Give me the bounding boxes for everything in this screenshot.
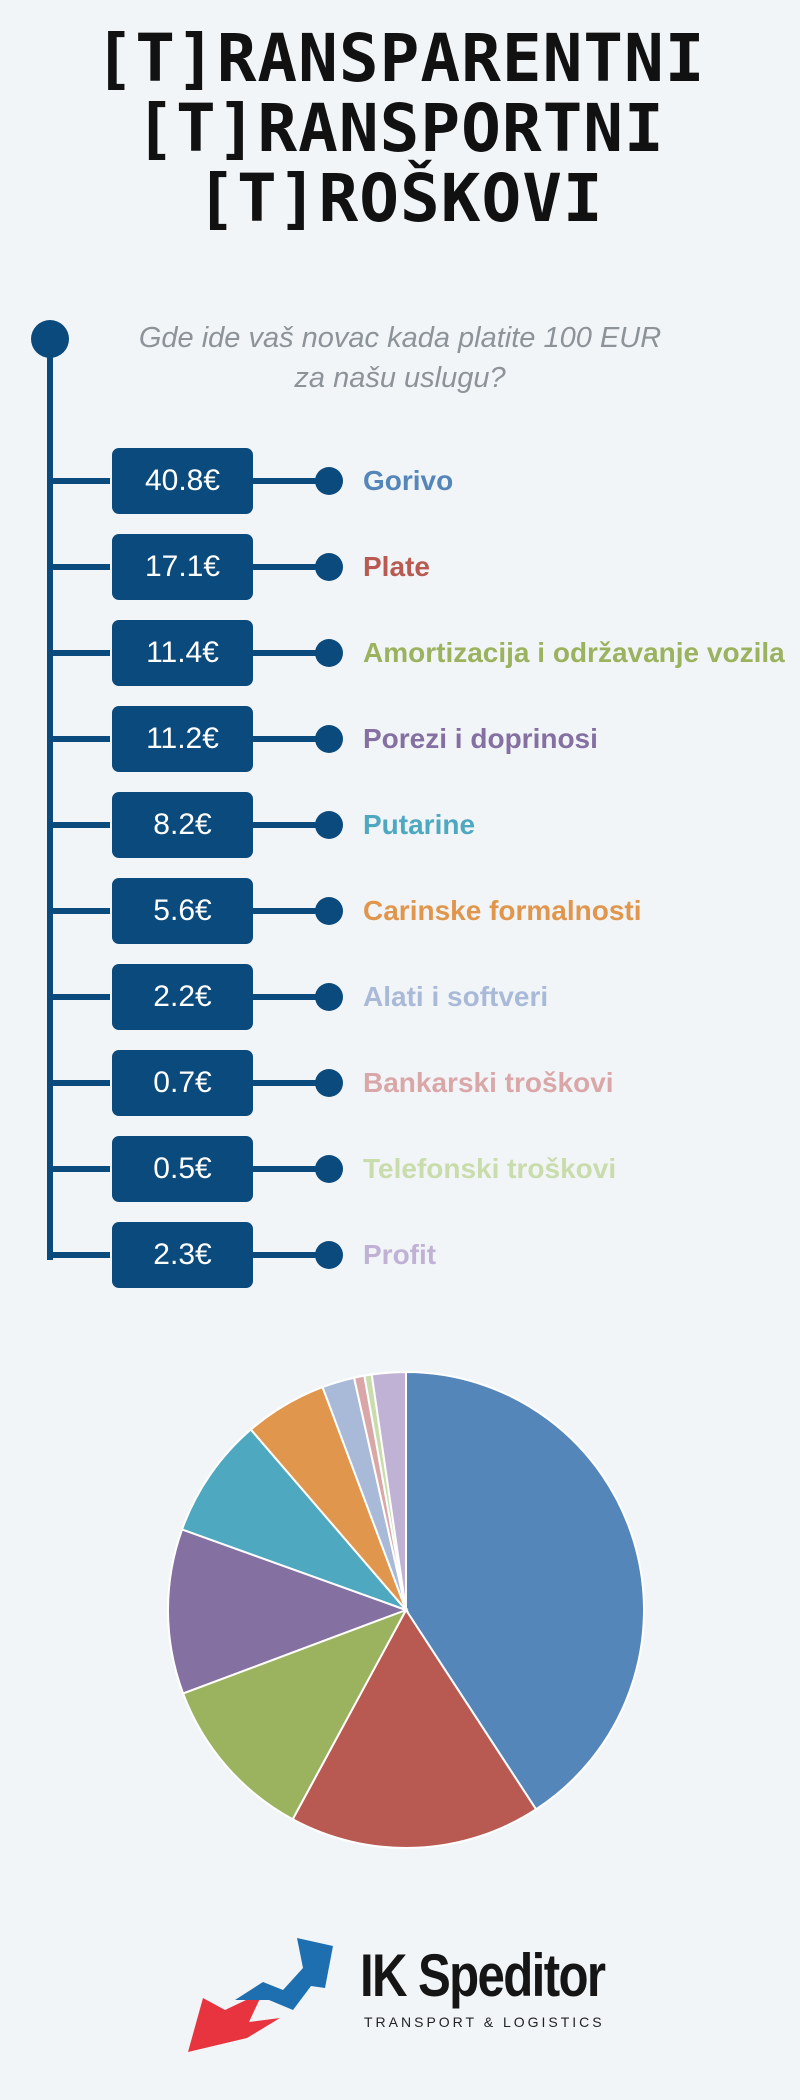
subtitle-line-2: za našu uslugu?	[294, 362, 506, 394]
row-connector-line	[253, 908, 321, 914]
pie-slice	[167, 1528, 409, 1695]
cost-row: 40.8€ Gorivo	[0, 448, 800, 514]
row-connector-line	[253, 1252, 321, 1258]
row-connector-line	[253, 478, 321, 484]
category-label: Telefonski troškovi	[363, 1153, 617, 1184]
timeline-trunk	[47, 335, 53, 1260]
row-connector-dot	[315, 467, 343, 495]
logo-arrow-icon	[188, 1938, 333, 2052]
value-badge: 40.8€	[112, 448, 253, 514]
subtitle-line-1: Gde ide vaš novac kada platite 100 EUR	[138, 322, 662, 354]
page-title: [T]RANSPARENTNI [T]RANSPORTNI [T]ROŠKOVI	[0, 24, 800, 234]
company-logo: IK Speditor TRANSPORT & LOGISTICS	[185, 1930, 606, 2060]
category-label: Profit	[363, 1239, 437, 1270]
row-connector-dot	[315, 1241, 343, 1269]
title-line-1: [T]RANSPARENTNI	[94, 20, 706, 97]
title-line-2: [T]RANSPORTNI	[135, 90, 665, 167]
row-branch-line	[50, 1080, 110, 1086]
row-branch-line	[50, 994, 110, 1000]
value-badge: 2.2€	[112, 964, 253, 1030]
brand-tagline: TRANSPORT & LOGISTICS	[364, 2014, 605, 2030]
cost-row: 11.4€ Amortizacija i održavanje vozila	[0, 620, 800, 686]
cost-row: 2.3€ Profit	[0, 1222, 800, 1288]
value-badge: 11.2€	[112, 706, 253, 772]
cost-row: 2.2€ Alati i softveri	[0, 964, 800, 1030]
row-connector-dot	[315, 639, 343, 667]
row-branch-line	[50, 1166, 110, 1172]
value-badge: 0.5€	[112, 1136, 253, 1202]
cost-row: 17.1€ Plate	[0, 534, 800, 600]
category-label: Bankarski troškovi	[363, 1067, 614, 1098]
row-branch-line	[50, 1252, 110, 1258]
row-connector-dot	[315, 553, 343, 581]
category-label: Carinske formalnosti	[363, 895, 642, 926]
category-label: Porezi i doprinosi	[363, 723, 598, 754]
row-connector-dot	[315, 897, 343, 925]
value-badge: 0.7€	[112, 1050, 253, 1116]
row-connector-line	[253, 994, 321, 1000]
row-branch-line	[50, 822, 110, 828]
row-connector-dot	[315, 983, 343, 1011]
value-badge: 5.6€	[112, 878, 253, 944]
timeline-start-dot	[31, 320, 69, 358]
value-badge: 11.4€	[112, 620, 253, 686]
row-connector-line	[253, 736, 321, 742]
title-line-3: [T]ROŠKOVI	[196, 160, 604, 237]
cost-row: 0.7€ Bankarski troškovi	[0, 1050, 800, 1116]
cost-row: 0.5€ Telefonski troškovi	[0, 1136, 800, 1202]
row-branch-line	[50, 908, 110, 914]
row-branch-line	[50, 650, 110, 656]
row-branch-line	[50, 478, 110, 484]
row-connector-line	[253, 650, 321, 656]
pie-slice	[370, 1370, 407, 1611]
category-label: Amortizacija i održavanje vozila	[363, 637, 785, 668]
value-badge: 8.2€	[112, 792, 253, 858]
row-connector-dot	[315, 811, 343, 839]
category-label: Alati i softveri	[363, 981, 549, 1012]
brand-name: IK Speditor	[360, 1942, 606, 2009]
row-connector-line	[253, 822, 321, 828]
chart-subtitle: Gde ide vaš novac kada platite 100 EUR z…	[0, 318, 800, 398]
row-connector-line	[253, 1166, 321, 1172]
cost-row: 8.2€ Putarine	[0, 792, 800, 858]
value-badge: 17.1€	[112, 534, 253, 600]
row-connector-dot	[315, 1155, 343, 1183]
category-label: Gorivo	[363, 465, 454, 496]
row-connector-dot	[315, 725, 343, 753]
row-connector-dot	[315, 1069, 343, 1097]
cost-row: 11.2€ Porezi i doprinosi	[0, 706, 800, 772]
cost-row: 5.6€ Carinske formalnosti	[0, 878, 800, 944]
pie-slice	[291, 1608, 538, 1849]
row-connector-line	[253, 1080, 321, 1086]
pie-chart	[167, 1370, 645, 1849]
row-branch-line	[50, 736, 110, 742]
pie-slice	[180, 1428, 410, 1613]
category-label: Plate	[363, 551, 430, 582]
pie-slice	[181, 1608, 409, 1821]
value-badge: 2.3€	[112, 1222, 253, 1288]
category-label: Putarine	[363, 809, 476, 840]
row-connector-line	[253, 564, 321, 570]
row-branch-line	[50, 564, 110, 570]
